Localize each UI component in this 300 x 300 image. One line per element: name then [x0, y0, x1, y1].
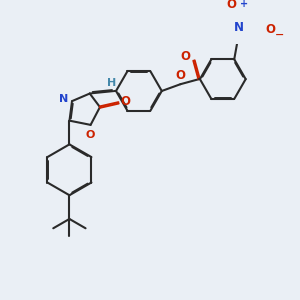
- Text: O: O: [176, 69, 185, 82]
- Text: +: +: [240, 0, 248, 9]
- Text: N: N: [59, 94, 68, 104]
- Text: O: O: [181, 50, 190, 63]
- Text: N: N: [233, 21, 244, 34]
- Text: O: O: [227, 0, 237, 11]
- Text: O: O: [86, 130, 95, 140]
- Text: H: H: [107, 77, 116, 88]
- Text: O: O: [266, 23, 276, 36]
- Text: −: −: [275, 30, 285, 40]
- Text: O: O: [120, 95, 130, 108]
